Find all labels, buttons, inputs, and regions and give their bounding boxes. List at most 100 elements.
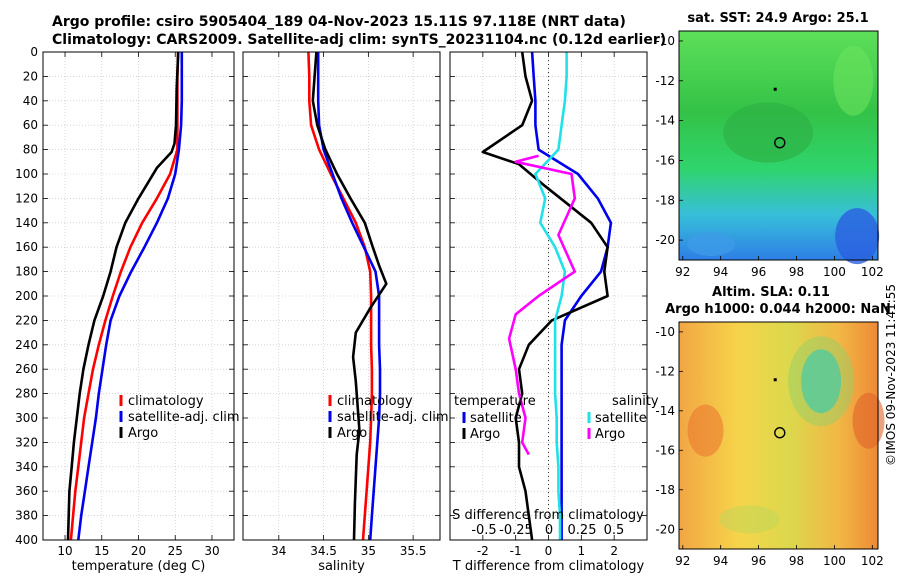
sla-high-patch: [852, 392, 885, 449]
y-tick-label: 360: [15, 484, 38, 498]
map-y-tick-label: -18: [655, 193, 675, 207]
x-axis-label: T difference from climatology: [452, 559, 645, 574]
figure-title-line1: Argo profile: csiro 5905404_189 04-Nov-2…: [52, 14, 626, 30]
y-tick-label: 340: [15, 460, 38, 474]
map-y-tick-label: -16: [655, 443, 675, 457]
map-x-tick-label: 98: [789, 554, 804, 568]
sst-map-title: sat. SST: 24.9 Argo: 25.1: [687, 11, 868, 26]
map-frame: [678, 30, 879, 261]
salinity-diff-tick-label: 0: [545, 523, 553, 538]
x-tick-label: -2: [477, 544, 489, 558]
map-x-tick-label: 102: [861, 554, 884, 568]
y-tick-label: 220: [15, 313, 38, 327]
x-tick-label: 20: [131, 544, 146, 558]
island-marker: [773, 87, 777, 91]
salinity-diff-axis-label: S difference from climatology: [452, 508, 644, 523]
series-line-s-satellite: [534, 52, 568, 540]
map-y-tick-label: -14: [655, 404, 675, 418]
map-x-tick-label: 100: [823, 554, 846, 568]
sla-map-subtitle: Altim. SLA: 0.11: [712, 285, 830, 300]
series-line-climatology: [307, 51, 374, 541]
map-y-tick-label: -16: [655, 153, 675, 167]
y-tick-label: 180: [15, 265, 38, 279]
sla-map-title: Argo h1000: 0.044 h2000: NaN: [665, 302, 891, 317]
argo-position-marker: [774, 427, 786, 439]
x-axis-label: salinity: [318, 559, 365, 574]
y-tick-label: 300: [15, 411, 38, 425]
y-tick-label: 260: [15, 362, 38, 376]
map-x-tick-label: 100: [823, 265, 846, 279]
legend-title-temperature: temperature: [454, 394, 536, 409]
map-x-tick-label: 92: [675, 554, 690, 568]
series-line-s-argo: [507, 154, 577, 456]
y-tick-label: 0: [30, 45, 38, 59]
series-line-t-argo: [481, 51, 609, 541]
salinity-diff-tick-label: -0.25: [499, 523, 533, 538]
map-x-tick-label: 98: [789, 265, 804, 279]
profile-panel-sal: 34 34.5 35 35.5 salinity climatologysatellite…: [242, 51, 449, 574]
series-line-argo: [311, 51, 388, 541]
sst-cool-patch: [687, 232, 736, 257]
y-tick-label: 200: [15, 289, 38, 303]
legend-label: satellite-adj. clim: [128, 410, 240, 425]
map-x-tick-label: 94: [713, 554, 728, 568]
y-tick-label: 160: [15, 240, 38, 254]
map-y-tick-label: -12: [655, 74, 675, 88]
y-tick-label: 400: [15, 533, 38, 547]
island-marker: [773, 378, 777, 382]
map-panel-sst: 92 94 96 98 100 102 -10 -12 -14 -16 -18 -20 sat. SST…: [655, 11, 883, 279]
legend-label: Argo: [595, 427, 625, 442]
map-frame: [678, 321, 879, 550]
map-x-tick-label: 96: [751, 265, 766, 279]
y-tick-label: 60: [23, 118, 38, 132]
y-tick-label: 100: [15, 167, 38, 181]
series-line-climatology: [69, 51, 180, 541]
y-tick-label: 320: [15, 435, 38, 449]
figure-title-line2: Climatology: CARS2009. Satellite-adj cli…: [52, 32, 667, 48]
y-tick-label: 80: [23, 143, 38, 157]
x-tick-label: 10: [57, 544, 72, 558]
x-tick-label: 1: [578, 544, 586, 558]
map-y-tick-label: -14: [655, 114, 675, 128]
legend-label: Argo: [337, 426, 367, 441]
sla-low-patch: [801, 349, 842, 414]
x-tick-label: 35: [361, 544, 376, 558]
x-tick-label: 25: [168, 544, 183, 558]
y-tick-label: 120: [15, 191, 38, 205]
salinity-diff-tick-label: -0.5: [471, 523, 496, 538]
sst-patch: [723, 102, 814, 163]
legend-label: climatology: [337, 394, 413, 409]
series-line-t-satellite: [530, 51, 613, 540]
y-tick-label: 240: [15, 338, 38, 352]
map-x-tick-label: 102: [861, 265, 884, 279]
y-tick-label: 40: [23, 94, 38, 108]
map-y-tick-label: -18: [655, 483, 675, 497]
plot-frame: [242, 51, 441, 541]
salinity-diff-tick-label: 0.5: [604, 523, 625, 538]
x-tick-label: 0: [545, 544, 553, 558]
argo-position-marker: [774, 137, 786, 149]
sst-cool-patch: [835, 208, 880, 265]
sla-low-halo: [788, 336, 855, 427]
x-tick-label: 30: [204, 544, 219, 558]
x-tick-label: 35.5: [400, 544, 427, 558]
map-y-tick-label: -10: [655, 325, 675, 339]
map-panel-sla: 92 94 96 98 100 102 -10 -12 -14 -16 -18 -20 Altim. S…: [655, 285, 890, 568]
series-line-argo: [66, 51, 180, 541]
x-tick-label: -1: [510, 544, 522, 558]
legend-label: satellite: [470, 411, 522, 426]
x-tick-label: 34: [271, 544, 286, 558]
sla-high-patch: [687, 404, 724, 457]
x-axis-label: temperature (deg C): [72, 559, 206, 574]
map-y-tick-label: -20: [655, 522, 675, 536]
legend-label: Argo: [470, 427, 500, 442]
map-y-tick-label: -20: [655, 233, 675, 247]
sst-warm-patch: [833, 45, 874, 116]
x-tick-label: 2: [610, 544, 618, 558]
salinity-diff-tick-label: 0.25: [568, 523, 597, 538]
profile-panel-temp: 10 15 20 25 30020406080100120140160180200220…: [15, 45, 240, 574]
map-x-tick-label: 92: [675, 265, 690, 279]
y-tick-label: 280: [15, 387, 38, 401]
map-x-tick-label: 94: [713, 265, 728, 279]
